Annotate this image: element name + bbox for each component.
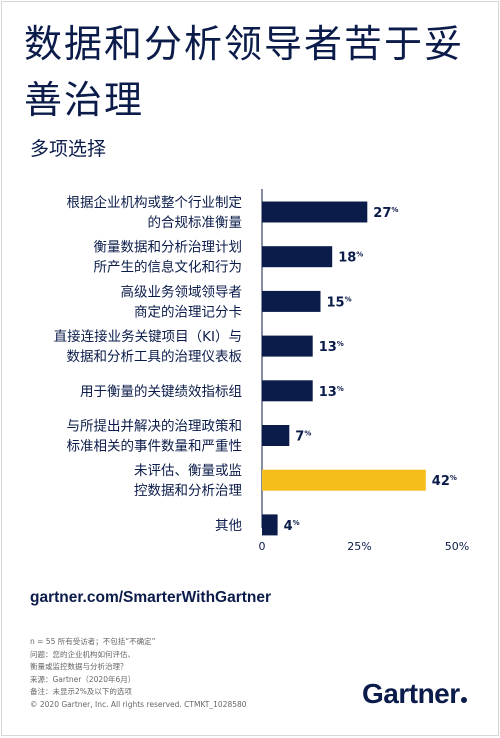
category-label-2-1: 商定的治理记分卡 <box>134 304 242 320</box>
x-tick-label-1: 25% <box>347 540 371 553</box>
value-label-4: 13% <box>319 385 344 400</box>
gartner-logo: Gartner <box>362 678 467 710</box>
bar-0 <box>262 201 368 223</box>
logo-dot <box>460 697 467 703</box>
value-label-6: 42% <box>432 474 457 489</box>
page-title: 数据和分析领导者苦于妥善治理 <box>24 22 465 122</box>
bar-5 <box>262 425 290 446</box>
category-label-3-1: 数据和分析工具的治理仪表板 <box>67 349 243 365</box>
footnote-note: 备注：未显示2%及以下的选项 <box>30 687 132 696</box>
footnote-question: 问题：您的企业机构如何评估、 衡量或监控数据与分析治理？ <box>30 649 135 672</box>
footnote-source: 来源：Gartner（2020年6月） <box>30 674 136 684</box>
x-tick-label-0: 0 <box>259 540 266 553</box>
logo-text: Gartner <box>362 678 460 709</box>
bar-4 <box>262 380 313 402</box>
bar-7 <box>262 514 278 536</box>
footnote-copyright: © 2020 Gartner, Inc. All rights reserved… <box>30 699 247 709</box>
category-label-0-0: 根据企业机构或整个行业制定 <box>67 194 243 211</box>
bar-1 <box>262 246 333 268</box>
bar-6 <box>262 469 426 491</box>
category-label-4-0: 用于衡量的关键绩效指标组 <box>80 384 242 400</box>
category-label-2-0: 高级业务领域领导者 <box>121 283 243 300</box>
value-label-5: 7% <box>295 430 311 445</box>
footnotes: n = 55 所有受访者；不包括“不确定” 问题：您的企业机构如何评估、 衡量或… <box>30 636 330 711</box>
subtitle: 多项选择 <box>30 138 107 160</box>
value-label-0: 27% <box>373 206 398 221</box>
category-label-1-0: 衡量数据和分析治理计划 <box>94 240 243 256</box>
category-label-6-1: 控数据和分析治理 <box>134 483 242 499</box>
category-label-3-0: 直接连接业务关键项目（KI）与 <box>54 328 242 345</box>
category-label-1-1: 所产生的信息文化和行为 <box>94 259 243 276</box>
x-tick-label-2: 50% <box>445 540 469 553</box>
value-label-2: 15% <box>327 295 352 310</box>
category-label-6-0: 未评估、衡量或监 <box>134 463 242 479</box>
category-label-5-1: 标准相关的事件数量和严重性 <box>67 439 243 455</box>
category-label-0-1: 的合规标准衡量 <box>148 215 243 231</box>
bar-2 <box>262 290 321 312</box>
value-label-1: 18% <box>338 251 363 266</box>
source-link[interactable]: gartner.com/SmarterWithGartner <box>30 589 272 606</box>
footnote-sample: n = 55 所有受访者；不包括“不确定” <box>30 637 156 646</box>
category-label-7-0: 其他 <box>215 518 242 534</box>
category-label-5-0: 与所提出并解决的治理政策和 <box>67 418 243 435</box>
value-label-3: 13% <box>319 340 344 355</box>
value-label-7: 4% <box>284 519 300 534</box>
bar-3 <box>262 335 313 357</box>
